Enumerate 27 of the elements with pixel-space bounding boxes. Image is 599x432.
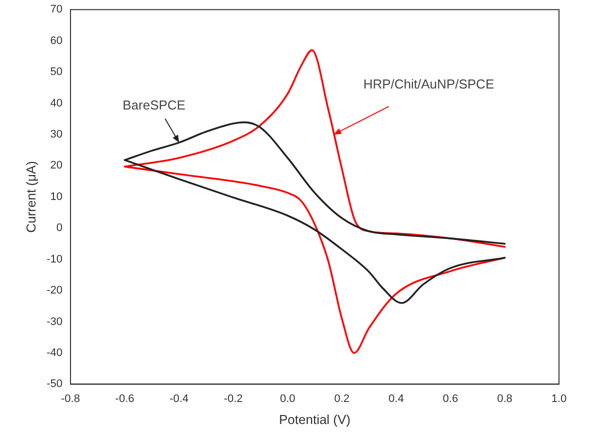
y-tick-label: 0 xyxy=(56,222,62,234)
y-axis-title: Current (μA) xyxy=(23,161,38,233)
x-tick-label: -0.2 xyxy=(224,392,243,405)
y-tick-label: 20 xyxy=(50,160,62,172)
annotation: HRP/Chit/AuNP/SPCE xyxy=(363,76,494,92)
annotation: BareSPCE xyxy=(122,97,186,112)
x-tick-label: 0.6 xyxy=(442,392,458,405)
x-tick-label: 1.0 xyxy=(551,392,567,405)
x-axis-title: Potential (V) xyxy=(278,412,351,427)
x-tick-label: 0.0 xyxy=(280,392,296,405)
x-tick-label: -0.6 xyxy=(115,392,134,405)
y-tick-label: 30 xyxy=(50,128,62,140)
y-tick-label: 10 xyxy=(50,190,62,203)
x-tick-label: 0.8 xyxy=(497,392,512,405)
x-tick-label: 0.2 xyxy=(334,392,350,405)
y-tick-label: -30 xyxy=(46,316,62,328)
x-tick-label: -0.8 xyxy=(61,392,80,405)
y-tick-label: -40 xyxy=(46,347,62,360)
y-tick-label: 50 xyxy=(50,66,62,78)
x-tick-label: -0.4 xyxy=(170,392,189,405)
y-tick-label: -20 xyxy=(46,284,62,297)
y-tick-label: -10 xyxy=(46,253,62,266)
y-tick-label: 60 xyxy=(50,34,62,47)
y-tick-label: 40 xyxy=(50,97,62,110)
y-tick-label: 70 xyxy=(50,4,62,16)
x-tick-label: 0.4 xyxy=(388,392,404,405)
y-tick-label: -50 xyxy=(46,378,62,390)
